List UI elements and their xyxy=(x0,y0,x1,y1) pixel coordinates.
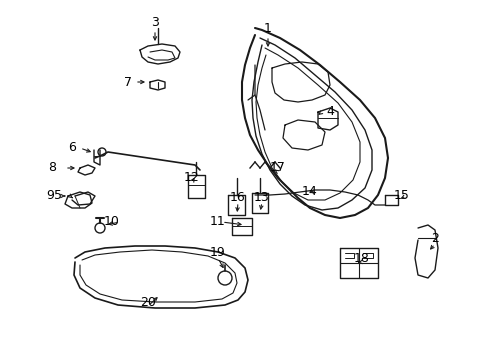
Text: 13: 13 xyxy=(254,192,269,204)
Text: 10: 10 xyxy=(104,216,120,229)
Text: 14: 14 xyxy=(302,185,317,198)
Text: 12: 12 xyxy=(184,171,200,184)
Text: 4: 4 xyxy=(325,105,333,118)
Text: 16: 16 xyxy=(230,192,245,204)
Text: 18: 18 xyxy=(353,252,369,265)
Text: 19: 19 xyxy=(210,246,225,258)
Text: 2: 2 xyxy=(430,231,438,244)
Text: 5: 5 xyxy=(54,189,62,202)
Text: 1: 1 xyxy=(264,22,271,35)
Text: 7: 7 xyxy=(124,76,132,89)
Text: 20: 20 xyxy=(140,296,156,309)
Text: 3: 3 xyxy=(151,15,159,28)
Text: 9: 9 xyxy=(46,189,54,202)
Text: 8: 8 xyxy=(48,162,56,175)
Text: 11: 11 xyxy=(210,216,225,229)
Text: 17: 17 xyxy=(269,162,285,175)
Text: 15: 15 xyxy=(393,189,409,202)
Text: 6: 6 xyxy=(68,141,76,154)
